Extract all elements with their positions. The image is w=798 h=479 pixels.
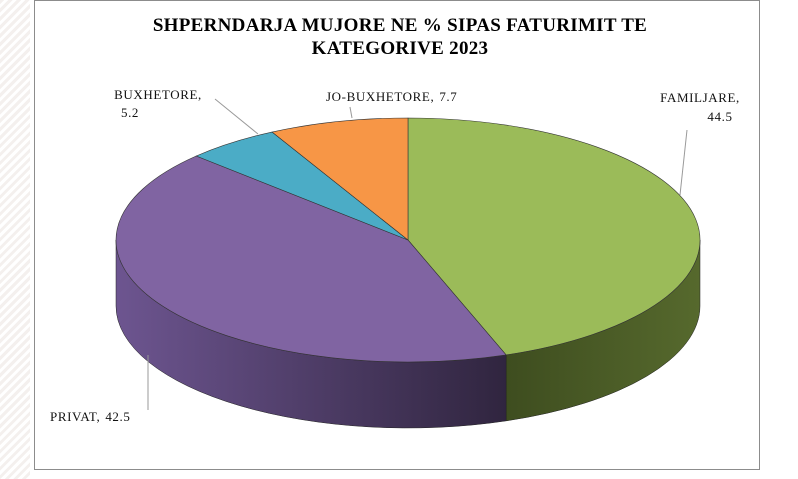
- slice: [271, 117, 409, 241]
- chart-title: SHPERNDARJA MUJORE NE % SIPAS FATURIMIT …: [152, 15, 648, 59]
- data-label: FAMILJARE, 44.5: [660, 90, 740, 124]
- data-label: BUXHETORE, 5.2: [114, 87, 202, 120]
- background-strip: [0, 0, 30, 479]
- data-label-category: PRIVAT,: [50, 409, 100, 424]
- data-label-category: BUXHETORE,: [114, 87, 202, 102]
- data-labels: FAMILJARE, 44.5 PRIVAT, 42.5 BUXHETORE, 5.2 JO…: [50, 87, 740, 424]
- data-label-category: JO-BUXHETORE,: [326, 89, 434, 104]
- data-label: PRIVAT, 42.5: [50, 409, 130, 424]
- leader-line: [679, 129, 688, 196]
- leader-line: [349, 106, 353, 119]
- data-label-category: FAMILJARE,: [660, 90, 740, 105]
- data-label-value: 42.5: [105, 409, 130, 424]
- pie: [115, 117, 701, 429]
- data-label-value: 7.7: [439, 89, 457, 104]
- slice: [407, 117, 701, 356]
- slice: [115, 155, 507, 363]
- data-label: JO-BUXHETORE, 7.7: [326, 89, 457, 104]
- leader-line: [214, 98, 259, 135]
- data-label-value: 44.5: [707, 109, 732, 124]
- data-label-value: 5.2: [121, 105, 139, 120]
